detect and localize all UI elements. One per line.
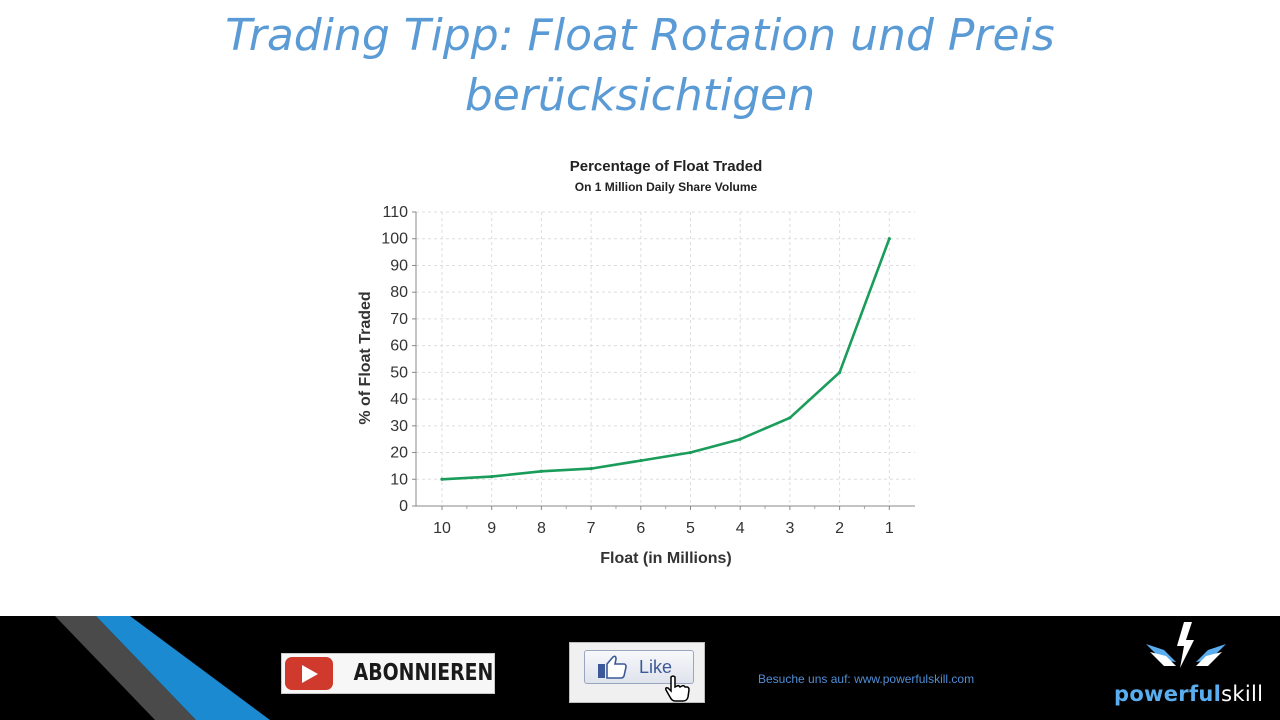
y-tick-labels: 0 10 20 30 40 50 60 70 80 90 100 110: [381, 204, 408, 515]
x-tick-label: 6: [636, 520, 645, 537]
y-tick-label: 70: [390, 311, 408, 328]
like-label: Like: [639, 657, 673, 677]
slide-title-line1: Trading Tipp: Float Rotation und Preis: [225, 10, 1055, 61]
data-point: [490, 475, 494, 479]
like-panel: Like: [569, 642, 705, 703]
gray-stripe: [55, 616, 196, 720]
decorative-stripes: [55, 616, 270, 720]
float-traded-chart: Percentage of Float Traded On 1 Million …: [357, 158, 915, 567]
chart-series: [440, 237, 891, 481]
x-tick-label: 5: [686, 520, 695, 537]
x-tick-label: 4: [736, 520, 745, 537]
chart-grid: [416, 211, 915, 506]
data-point: [539, 469, 543, 473]
website-link[interactable]: Besuche uns auf: www.powerfulskill.com: [758, 672, 975, 686]
y-tick-label: 50: [390, 364, 408, 381]
thumbs-up-icon: [598, 655, 627, 679]
x-tick-label: 9: [487, 520, 496, 537]
subscribe-label: ABONNIEREN: [353, 660, 494, 686]
y-tick-label: 90: [390, 257, 408, 274]
data-point: [589, 466, 593, 471]
y-tick-label: 100: [381, 231, 408, 248]
x-tick-label: 7: [587, 520, 596, 537]
y-tick-label: 40: [390, 391, 408, 408]
data-point: [639, 458, 643, 463]
chart-axes: [412, 211, 915, 510]
data-point: [887, 237, 891, 241]
footer-bar: ABONNIEREN Like Besuche uns auf: www.pow…: [0, 616, 1280, 720]
x-tick-label: 10: [433, 520, 451, 537]
y-tick-label: 20: [390, 445, 408, 462]
y-tick-label: 110: [382, 204, 408, 221]
y-axis-label: % of Float Traded: [357, 291, 374, 424]
data-point: [440, 477, 444, 481]
blue-stripe: [96, 616, 270, 720]
subscribe-button[interactable]: ABONNIEREN: [281, 653, 495, 694]
y-tick-label: 10: [390, 471, 408, 488]
chart-subtitle: On 1 Million Daily Share Volume: [575, 180, 758, 194]
x-tick-label: 8: [537, 520, 546, 537]
x-tick-label: 3: [785, 520, 794, 537]
brand-part1: powerful: [1114, 682, 1222, 706]
brand-part2: skill: [1221, 682, 1264, 706]
data-point: [788, 416, 792, 420]
brand-logotype: powerfulskill: [1114, 682, 1263, 706]
y-tick-label: 0: [399, 498, 408, 515]
x-axis-label: Float (in Millions): [600, 550, 732, 567]
y-tick-label: 60: [390, 338, 408, 355]
chart-title: Percentage of Float Traded: [570, 158, 763, 175]
lightning-wings-logo: [1146, 622, 1226, 668]
youtube-play-icon: [285, 657, 333, 690]
data-point: [688, 450, 693, 455]
slide-title: Trading Tipp: Float Rotation und Preis b…: [0, 6, 1280, 126]
y-tick-label: 80: [390, 284, 408, 301]
y-tick-label: 30: [390, 418, 408, 435]
data-point: [838, 370, 842, 374]
data-point: [738, 437, 742, 441]
x-tick-label: 2: [835, 520, 844, 537]
slide-title-line2: berücksichtigen: [464, 70, 816, 121]
x-tick-label: 1: [885, 520, 894, 537]
hand-cursor-icon: [665, 675, 690, 702]
x-tick-labels: 10 9 8 7 6 5 4 3 2 1: [433, 520, 894, 537]
series-line-float-traded: [441, 238, 891, 481]
